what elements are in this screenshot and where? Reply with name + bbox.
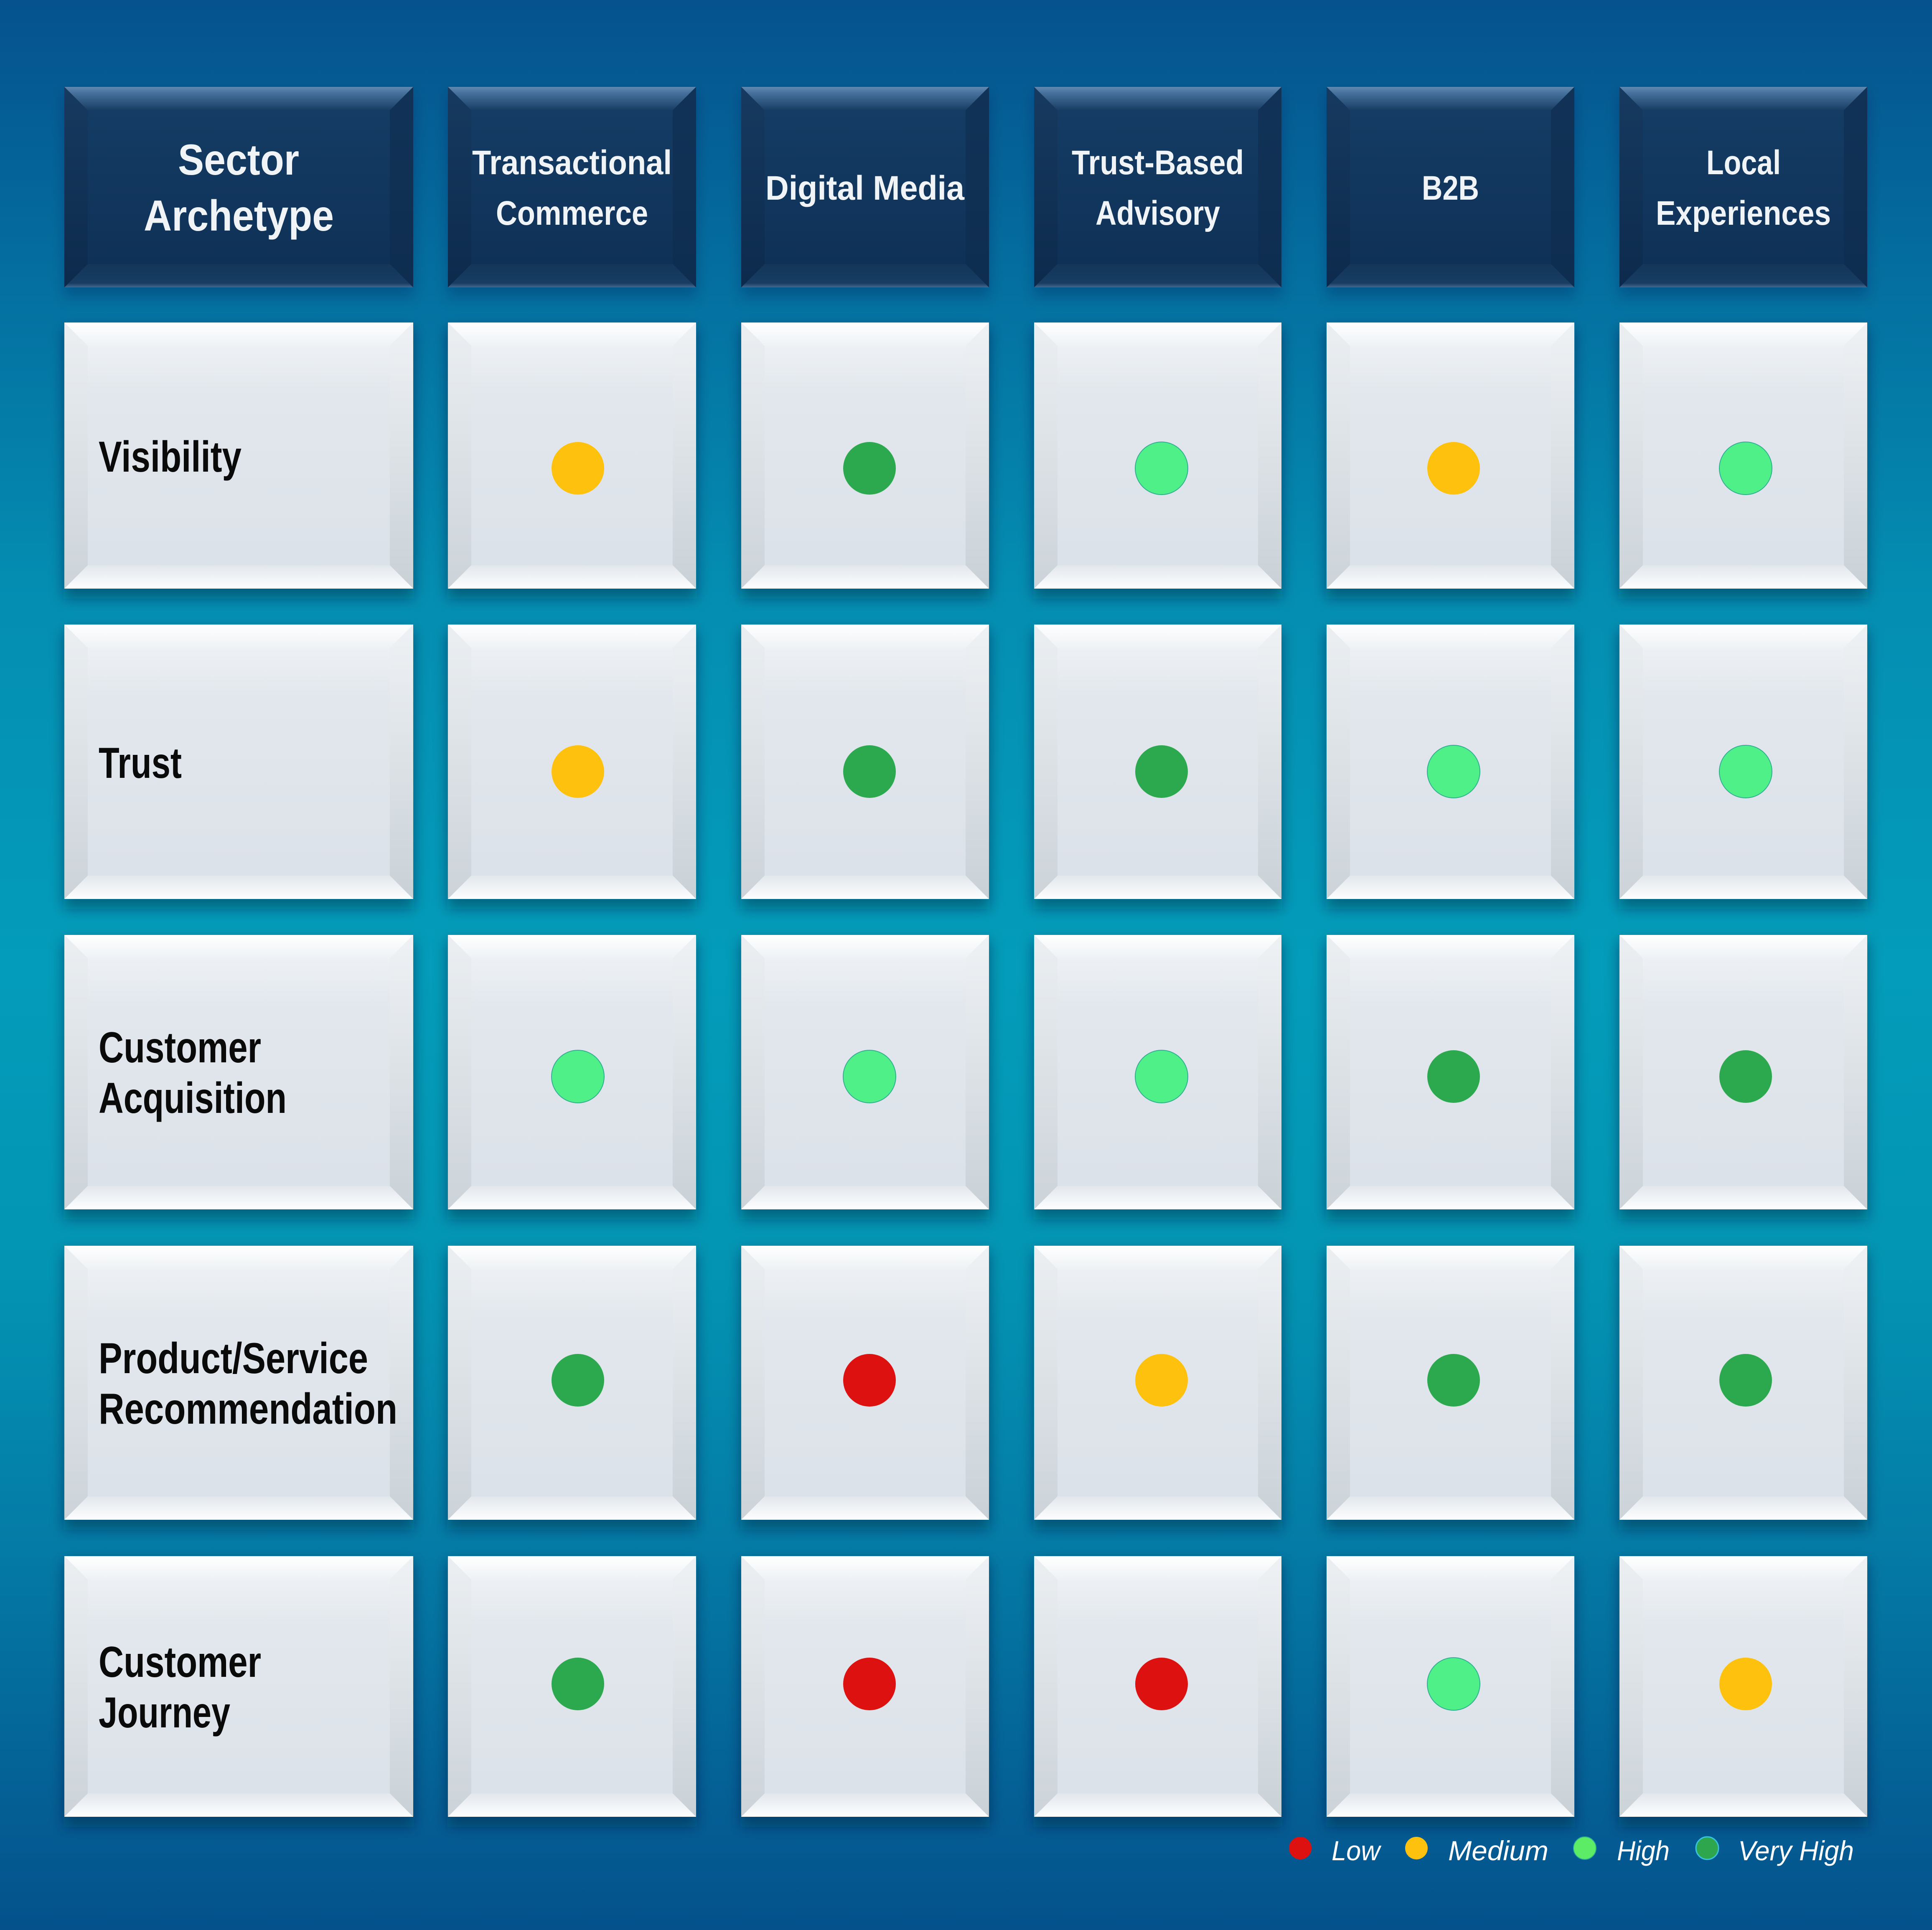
svg-text:Customer: Customer — [99, 1023, 261, 1072]
svg-text:Archetype: Archetype — [144, 192, 334, 240]
svg-text:Recommendation: Recommendation — [99, 1385, 397, 1433]
svg-text:Medium: Medium — [1448, 1835, 1548, 1866]
svg-text:Acquisition: Acquisition — [99, 1074, 287, 1122]
svg-text:Transactional: Transactional — [472, 144, 672, 182]
svg-text:Very High: Very High — [1738, 1835, 1854, 1866]
svg-text:Product/Service: Product/Service — [99, 1334, 368, 1383]
svg-text:Experiences: Experiences — [1656, 194, 1831, 232]
svg-text:B2B: B2B — [1422, 169, 1479, 207]
svg-text:Journey: Journey — [99, 1689, 230, 1737]
svg-text:Customer: Customer — [99, 1638, 261, 1686]
svg-text:Commerce: Commerce — [496, 194, 648, 232]
svg-text:Visibility: Visibility — [99, 433, 242, 481]
svg-text:Sector: Sector — [178, 136, 299, 184]
svg-text:Digital Media: Digital Media — [765, 169, 965, 207]
svg-text:Local: Local — [1706, 144, 1781, 182]
svg-text:Trust: Trust — [99, 739, 182, 787]
svg-text:High: High — [1617, 1835, 1670, 1866]
svg-text:Trust-Based: Trust-Based — [1072, 144, 1244, 182]
svg-text:Low: Low — [1332, 1835, 1382, 1866]
svg-text:Advisory: Advisory — [1096, 194, 1220, 232]
